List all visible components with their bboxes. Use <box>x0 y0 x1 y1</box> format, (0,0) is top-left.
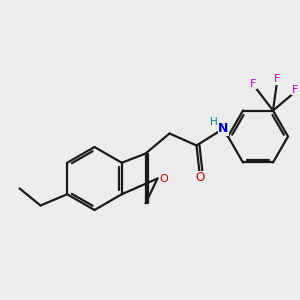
Text: F: F <box>292 85 298 94</box>
Text: H: H <box>210 117 218 127</box>
Text: F: F <box>273 74 280 84</box>
Text: F: F <box>250 79 257 88</box>
Text: N: N <box>218 122 229 136</box>
Text: O: O <box>160 173 169 184</box>
Text: O: O <box>195 171 204 184</box>
